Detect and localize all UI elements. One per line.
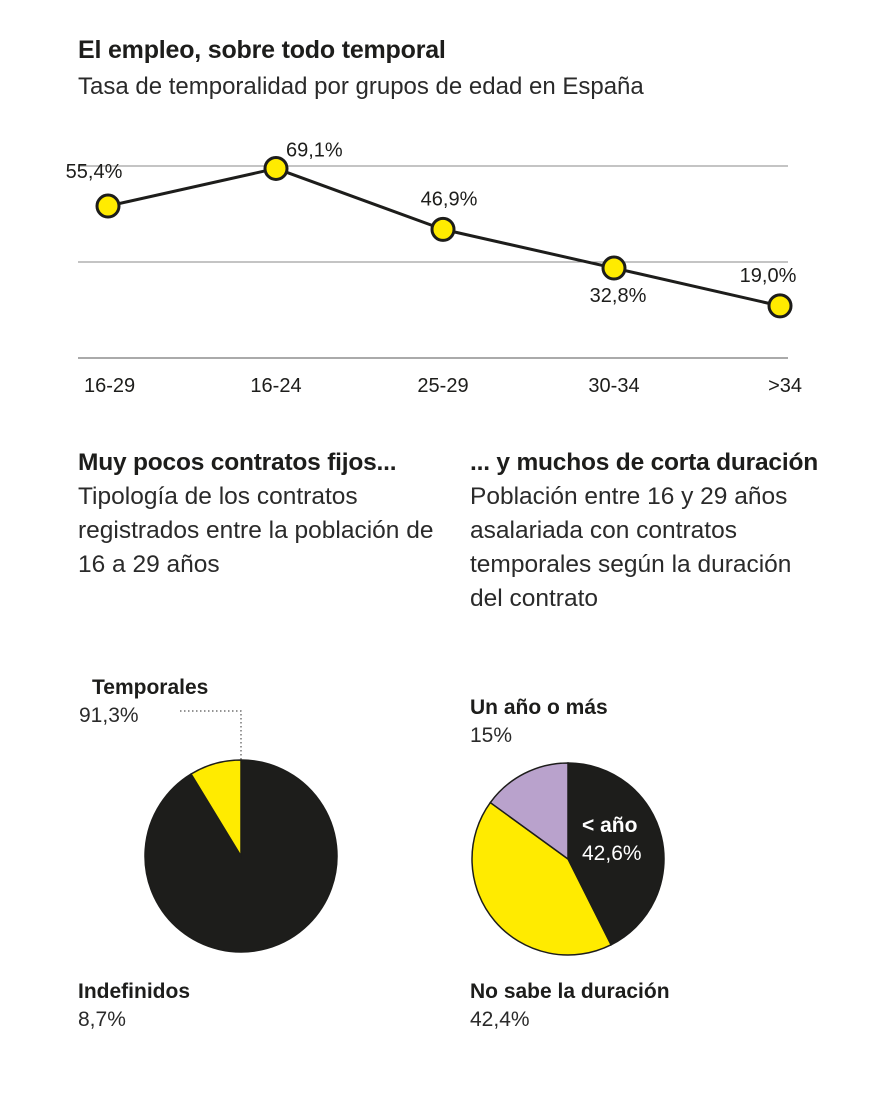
- pie-left-subtitle: Tipología de los contratos registrados e…: [78, 483, 434, 578]
- leader-line: [180, 710, 242, 760]
- slice-label-temporales: Temporales 91,3%: [79, 674, 209, 730]
- slice-label-menos-ano: < año 42,6%: [582, 812, 642, 868]
- data-label: 55,4%: [66, 161, 123, 183]
- x-tick-label: 16-29: [84, 375, 135, 397]
- slice-label-indefinidos: Indefinidos 8,7%: [78, 978, 190, 1034]
- slice-value: 42,4%: [470, 1008, 530, 1031]
- pie-left-title: Muy pocos contratos fijos...: [78, 449, 397, 476]
- x-tick-label: >34: [768, 375, 802, 397]
- slice-name: Indefinidos: [78, 980, 190, 1003]
- chart-title: El empleo, sobre todo temporal: [78, 36, 446, 64]
- chart-subtitle: Tasa de temporalidad por grupos de edad …: [78, 73, 644, 100]
- slice-value: 91,3%: [79, 704, 139, 727]
- x-tick-label: 30-34: [588, 375, 639, 397]
- data-label: 46,9%: [421, 188, 478, 210]
- slice-label-un-ano-o-mas: Un año o más 15%: [470, 694, 608, 750]
- pie-slice: [190, 759, 242, 859]
- line-chart: 55,4% 69,1% 46,9% 32,8% 19,0% 16-29 16-24 25-29…: [66, 139, 802, 397]
- slice-value: 42,6%: [582, 842, 642, 865]
- x-tick-label: 16-24: [250, 375, 301, 397]
- slice-value: 15%: [470, 724, 513, 747]
- pie-left-heading: Muy pocos contratos fijos... Tipología d…: [78, 446, 448, 582]
- slice-name: Un año o más: [470, 696, 608, 719]
- slice-name: < año: [582, 814, 638, 837]
- data-point: [263, 155, 289, 181]
- slice-name: Temporales: [92, 676, 209, 699]
- data-point: [767, 293, 793, 319]
- slice-value: 8,7%: [78, 1008, 126, 1031]
- data-label: 19,0%: [740, 265, 797, 287]
- data-label: 69,1%: [286, 139, 343, 161]
- pie-right-subtitle: Población entre 16 y 29 años asalariada …: [470, 483, 792, 612]
- data-point: [95, 193, 121, 219]
- slice-label-no-sabe: No sabe la duración 42,4%: [470, 978, 670, 1034]
- pie-right-title: ... y muchos de corta duración: [470, 449, 818, 476]
- slice-name: No sabe la duración: [470, 980, 670, 1003]
- data-point: [601, 255, 627, 281]
- data-point: [430, 216, 456, 242]
- x-tick-label: 25-29: [417, 375, 468, 397]
- pie-right-heading: ... y muchos de corta duración Población…: [470, 446, 820, 616]
- data-label: 32,8%: [590, 285, 647, 307]
